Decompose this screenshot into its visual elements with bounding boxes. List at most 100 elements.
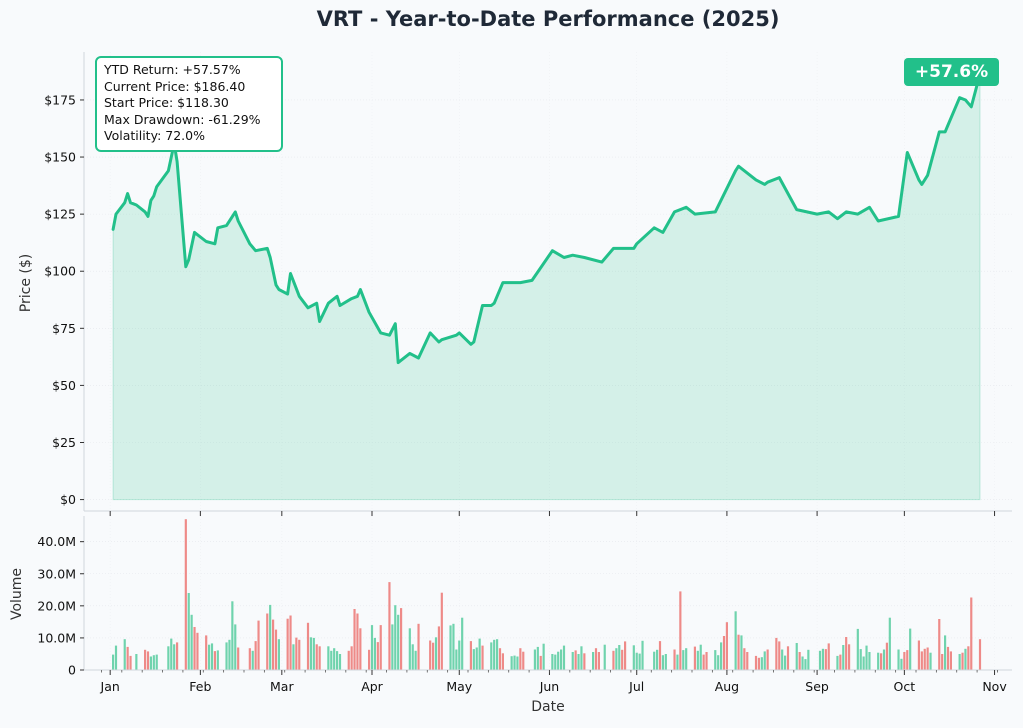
stat-ytd-return: YTD Return: +57.57% <box>104 62 241 77</box>
x-tick-label: Jul <box>628 679 644 694</box>
volume-bar <box>888 617 891 670</box>
volume-bar <box>714 650 717 670</box>
volume-bar <box>231 601 234 670</box>
volume-bar <box>190 614 193 670</box>
volume-bar <box>126 646 129 670</box>
volume-bar <box>929 652 932 670</box>
volume-bar <box>804 659 807 670</box>
volume-bar <box>478 638 481 670</box>
volume-bar <box>882 649 886 670</box>
volume-bar <box>496 639 499 670</box>
volume-bar <box>440 592 443 670</box>
price-y-tick-label: $0 <box>60 492 76 507</box>
volume-bar <box>481 645 484 670</box>
volume-bar <box>228 639 231 670</box>
volume-bar <box>560 649 563 670</box>
volume-bar <box>978 639 982 670</box>
stats-box: YTD Return: +57.57% Current Price: $186.… <box>95 56 283 152</box>
volume-bar <box>865 645 868 670</box>
volume-bar <box>842 645 845 670</box>
volume-bar <box>970 597 973 670</box>
x-tick-label: Jun <box>539 679 560 694</box>
volume-bar <box>696 650 699 671</box>
volume-bar <box>533 649 536 670</box>
volume-bar <box>766 649 769 670</box>
volume-bar <box>417 623 420 670</box>
volume-bar <box>926 647 929 670</box>
volume-bar <box>807 649 810 670</box>
volume-bar <box>877 652 880 670</box>
volume-bar <box>437 626 440 670</box>
volume-bar <box>461 617 464 670</box>
volume-bar <box>786 646 790 670</box>
price-y-ticks: $0 $25 $50 $75 $100 $125 $150 $175 <box>44 92 84 507</box>
volume-bar <box>885 642 888 670</box>
chart-title: VRT - Year-to-Date Performance (2025) <box>317 7 780 31</box>
volume-bar <box>144 649 147 670</box>
volume-y-tick-label: 10.0M <box>37 630 76 645</box>
volume-bar <box>269 604 272 670</box>
volume-grid <box>84 516 1012 671</box>
volume-bar <box>900 658 903 670</box>
volume-bar <box>717 655 720 670</box>
volume-bar <box>757 657 760 670</box>
volume-bar <box>248 648 251 670</box>
volume-bar <box>938 619 941 670</box>
volume-bar <box>347 650 350 671</box>
volume-bar <box>635 652 638 670</box>
price-y-tick-label: $100 <box>44 264 76 279</box>
volume-bar <box>149 656 152 670</box>
x-axis-label: Date <box>531 699 564 715</box>
volume-bar <box>391 624 394 670</box>
volume-bar <box>880 653 883 670</box>
volume-bar <box>498 648 502 670</box>
volume-bar <box>333 648 336 670</box>
volume-bar <box>673 649 676 670</box>
stat-max-drawdown: Max Drawdown: -61.29% <box>104 111 261 127</box>
volume-bar <box>693 646 696 670</box>
volume-bar <box>603 644 606 670</box>
volume-bar <box>353 609 356 670</box>
volume-bar <box>580 646 583 670</box>
volume-bar <box>778 641 781 670</box>
volume-bar <box>455 649 458 670</box>
volume-bar <box>795 643 798 670</box>
volume-bar <box>848 644 851 670</box>
volume-bar <box>254 641 257 670</box>
x-tick-label: Jan <box>100 679 120 694</box>
volume-bar <box>394 605 397 670</box>
volume-bar <box>379 625 382 670</box>
volume-bar <box>737 634 740 670</box>
volume-bar <box>274 629 278 670</box>
volume-bar <box>295 637 298 670</box>
volume-bar <box>682 650 685 670</box>
volume-bar <box>583 653 586 670</box>
volume-bar <box>917 640 920 670</box>
volume-bar <box>193 627 196 670</box>
volume-bar <box>155 654 158 670</box>
volume-bar <box>856 628 859 670</box>
volume-bar <box>388 582 391 670</box>
volume-bar <box>501 653 504 670</box>
volume-bar <box>356 613 359 670</box>
volume-y-ticks: 0 10.0M 20.0M 30.0M 40.0M <box>37 534 84 678</box>
volume-bar <box>184 519 187 670</box>
volume-bar <box>167 646 170 670</box>
volume-bar <box>845 637 848 670</box>
return-badge: +57.6% <box>904 58 999 86</box>
volume-bar <box>187 593 190 670</box>
price-y-tick-label: $150 <box>44 150 76 165</box>
volume-bar <box>400 608 403 670</box>
volume-bar <box>237 647 240 670</box>
volume-bar <box>574 650 577 670</box>
x-tick-label: Aug <box>715 679 739 694</box>
volume-bar <box>920 651 923 670</box>
volume-bar <box>452 623 455 670</box>
volume-bar <box>338 654 342 670</box>
volume-bar <box>632 645 635 670</box>
volume-bar <box>624 641 627 670</box>
volume-bar <box>414 650 417 671</box>
volume-bar <box>658 641 662 670</box>
